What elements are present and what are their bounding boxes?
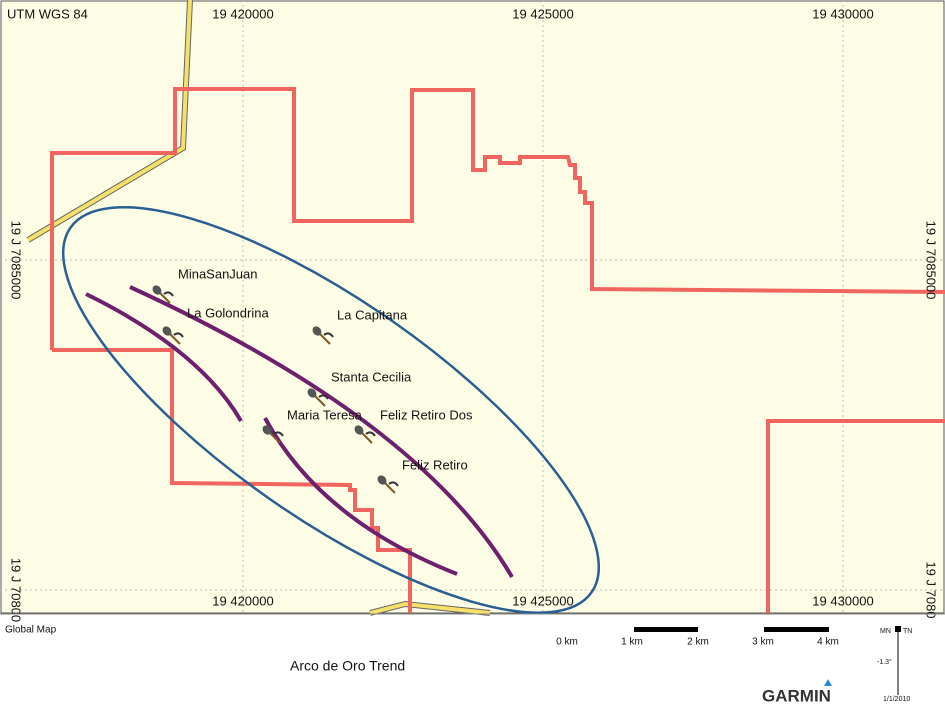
mine-icon <box>312 326 334 345</box>
true-north: TN <box>903 628 912 635</box>
dynamic-layer: 19 420000 19 425000 19 430000 19 420000 19 4… <box>9 6 939 647</box>
datum-label: UTM WGS 84 <box>7 6 88 21</box>
roads <box>26 0 491 616</box>
shovel-blade <box>307 388 317 398</box>
shovel-blade <box>152 285 162 295</box>
magnetic-north: MN <box>880 628 891 635</box>
scale-label: 3 km <box>752 637 774 648</box>
declination-date: 1/1/2010 <box>883 696 910 703</box>
concession-boundary <box>766 419 945 613</box>
pick-head <box>273 431 284 437</box>
grid-label-bottom: 19 420000 <box>212 593 273 608</box>
mine-icon <box>354 425 376 444</box>
site-label: Maria Teresa <box>287 407 363 422</box>
grid-label-left: 19 J 7085000 <box>9 221 24 300</box>
grid-label-bottom: 19 430000 <box>812 593 873 608</box>
grid-label-right: 19 J 7080 <box>924 561 939 618</box>
road <box>26 0 192 242</box>
concession-boundary <box>50 87 945 350</box>
pick-head <box>323 332 334 338</box>
scale-bar <box>634 627 698 632</box>
grid-label-right: 19 J 7085000 <box>924 221 939 300</box>
site-label: La Capitana <box>337 307 408 322</box>
site-label: La Golondrina <box>187 305 269 320</box>
site-label: MinaSanJuan <box>178 266 258 281</box>
grid-label-top: 19 420000 <box>212 6 273 21</box>
north-arrow-head <box>895 626 901 632</box>
declination: -1.3° <box>877 658 892 666</box>
map-caption: Arco de Oro Trend <box>290 658 405 674</box>
grid-label-top: 19 430000 <box>812 6 873 21</box>
site-label: Stanta Cecilia <box>331 369 412 384</box>
shovel-blade <box>354 425 364 435</box>
scale-label: 1 km <box>621 637 643 648</box>
pick-head <box>365 431 376 437</box>
site-label: Feliz Retiro <box>402 457 468 472</box>
concession-boundary <box>52 348 412 613</box>
pick-head <box>163 291 174 297</box>
grid-label-top: 19 425000 <box>512 6 573 21</box>
grid-label-left: 19 J 70800 <box>9 558 24 622</box>
mine-icon <box>152 285 174 304</box>
mine-icon <box>262 425 284 444</box>
scale-label: 0 km <box>556 637 578 648</box>
shovel-blade <box>262 425 272 435</box>
pick-head <box>173 332 184 338</box>
scale-label: 4 km <box>817 637 839 648</box>
vein <box>263 417 458 576</box>
pick-head <box>388 481 399 487</box>
site-label: Feliz Retiro Dos <box>380 407 473 422</box>
mine-icon <box>377 475 399 494</box>
scale-label: 2 km <box>687 637 709 648</box>
shovel-blade <box>312 326 322 336</box>
boundaries <box>50 87 945 613</box>
pick-head <box>318 394 329 400</box>
trend-ellipse <box>61 206 601 614</box>
shovel-blade <box>162 326 172 336</box>
vein <box>129 285 514 579</box>
mine-icon <box>307 388 329 407</box>
grid-label-bottom: 19 425000 <box>512 593 573 608</box>
brand-logo: GARMIN <box>762 686 831 705</box>
brand-triangle <box>824 679 832 686</box>
mine-icon <box>162 326 184 345</box>
scale-bar <box>764 627 829 632</box>
grid <box>0 0 945 613</box>
map-source: Global Map <box>5 625 57 636</box>
road <box>369 601 491 615</box>
vein <box>85 292 243 423</box>
shovel-blade <box>377 475 387 485</box>
veins <box>85 285 514 579</box>
